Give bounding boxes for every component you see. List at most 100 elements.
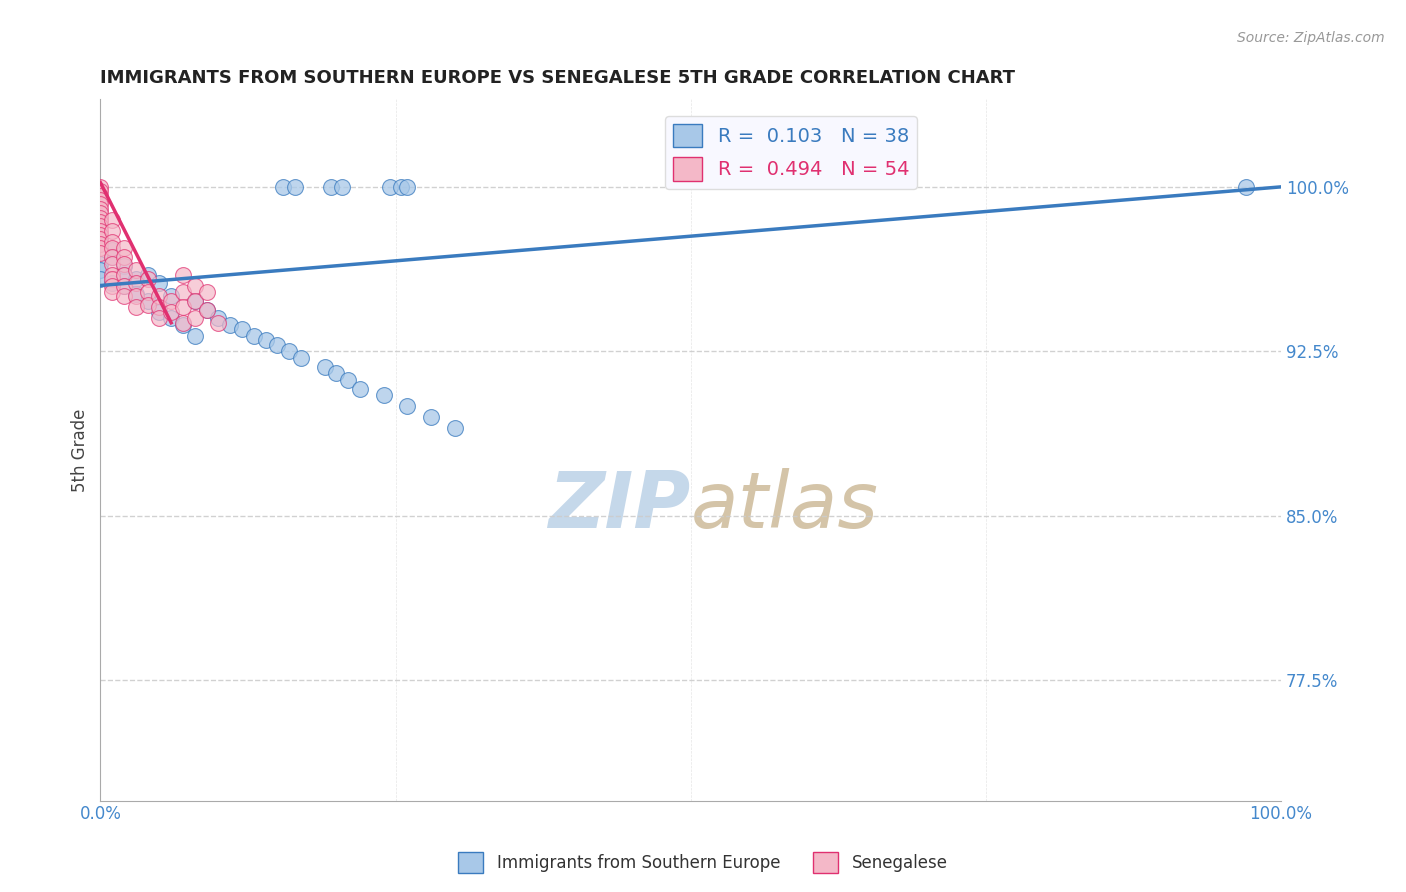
Point <box>101 235 124 249</box>
Point <box>160 311 183 326</box>
Point <box>184 311 207 326</box>
Point <box>148 277 170 291</box>
Point <box>195 302 218 317</box>
Point <box>112 289 135 303</box>
Point <box>160 289 183 303</box>
Point <box>314 359 336 374</box>
Point <box>101 272 124 286</box>
Point <box>172 285 194 299</box>
Point <box>89 228 111 243</box>
Point <box>101 268 124 282</box>
Point <box>443 421 465 435</box>
Point <box>396 399 419 413</box>
Point <box>125 277 148 291</box>
Point <box>89 193 111 207</box>
Point <box>207 316 229 330</box>
Point <box>125 263 148 277</box>
Point <box>290 351 312 365</box>
Y-axis label: 5th Grade: 5th Grade <box>72 409 89 491</box>
Point <box>89 236 111 251</box>
Point <box>195 302 218 317</box>
Point <box>112 241 135 255</box>
Point <box>172 318 194 332</box>
Point <box>195 285 218 299</box>
Point <box>184 293 207 308</box>
Point <box>136 298 159 312</box>
Point <box>112 250 135 264</box>
Text: ZIP: ZIP <box>548 468 690 544</box>
Point <box>160 293 183 308</box>
Point <box>112 278 135 293</box>
Point <box>325 366 347 380</box>
Point <box>349 382 371 396</box>
Point <box>101 256 124 270</box>
Point <box>101 285 124 299</box>
Point <box>89 211 111 225</box>
Point <box>172 268 194 282</box>
Point <box>243 329 266 343</box>
Point <box>148 301 170 315</box>
Point <box>89 232 111 246</box>
Point <box>136 293 159 308</box>
Point <box>89 241 111 255</box>
Point <box>184 329 207 343</box>
Point <box>136 285 159 299</box>
Point <box>184 293 207 308</box>
Point <box>89 179 111 194</box>
Point <box>284 179 307 194</box>
Point <box>101 224 124 238</box>
Point <box>89 197 111 211</box>
Point <box>172 301 194 315</box>
Point <box>89 219 111 234</box>
Point <box>89 188 111 202</box>
Point <box>101 244 124 258</box>
Point <box>89 263 111 277</box>
Point <box>101 277 124 291</box>
Point <box>125 287 148 301</box>
Point <box>136 272 159 286</box>
Point <box>254 334 277 348</box>
Legend: R =  0.103   N = 38, R =  0.494   N = 54: R = 0.103 N = 38, R = 0.494 N = 54 <box>665 116 917 188</box>
Point <box>337 373 360 387</box>
Point <box>273 179 295 194</box>
Text: IMMIGRANTS FROM SOUTHERN EUROPE VS SENEGALESE 5TH GRADE CORRELATION CHART: IMMIGRANTS FROM SOUTHERN EUROPE VS SENEG… <box>100 69 1015 87</box>
Point <box>89 202 111 216</box>
Point <box>125 301 148 315</box>
Point <box>112 278 135 293</box>
Point <box>89 184 111 198</box>
Point <box>419 410 441 425</box>
Point <box>89 224 111 238</box>
Point <box>112 259 135 273</box>
Text: atlas: atlas <box>690 468 879 544</box>
Point <box>172 316 194 330</box>
Point <box>219 318 242 332</box>
Point <box>112 268 135 282</box>
Point <box>332 179 354 194</box>
Point <box>89 245 111 260</box>
Point <box>136 268 159 282</box>
Point <box>101 212 124 227</box>
Point <box>148 311 170 326</box>
Legend: Immigrants from Southern Europe, Senegalese: Immigrants from Southern Europe, Senegal… <box>451 846 955 880</box>
Point <box>373 388 395 402</box>
Point <box>89 206 111 220</box>
Point <box>1234 179 1257 194</box>
Point <box>101 250 124 264</box>
Point <box>101 250 124 264</box>
Point <box>89 256 111 270</box>
Point <box>89 272 111 286</box>
Point <box>89 215 111 229</box>
Point <box>396 179 419 194</box>
Point <box>125 289 148 303</box>
Point <box>231 322 253 336</box>
Point <box>101 278 124 293</box>
Point <box>125 272 148 286</box>
Point <box>389 179 412 194</box>
Point <box>112 268 135 282</box>
Point <box>378 179 401 194</box>
Text: Source: ZipAtlas.com: Source: ZipAtlas.com <box>1237 31 1385 45</box>
Point <box>207 311 229 326</box>
Point <box>266 337 288 351</box>
Point <box>148 305 170 319</box>
Point <box>160 305 183 319</box>
